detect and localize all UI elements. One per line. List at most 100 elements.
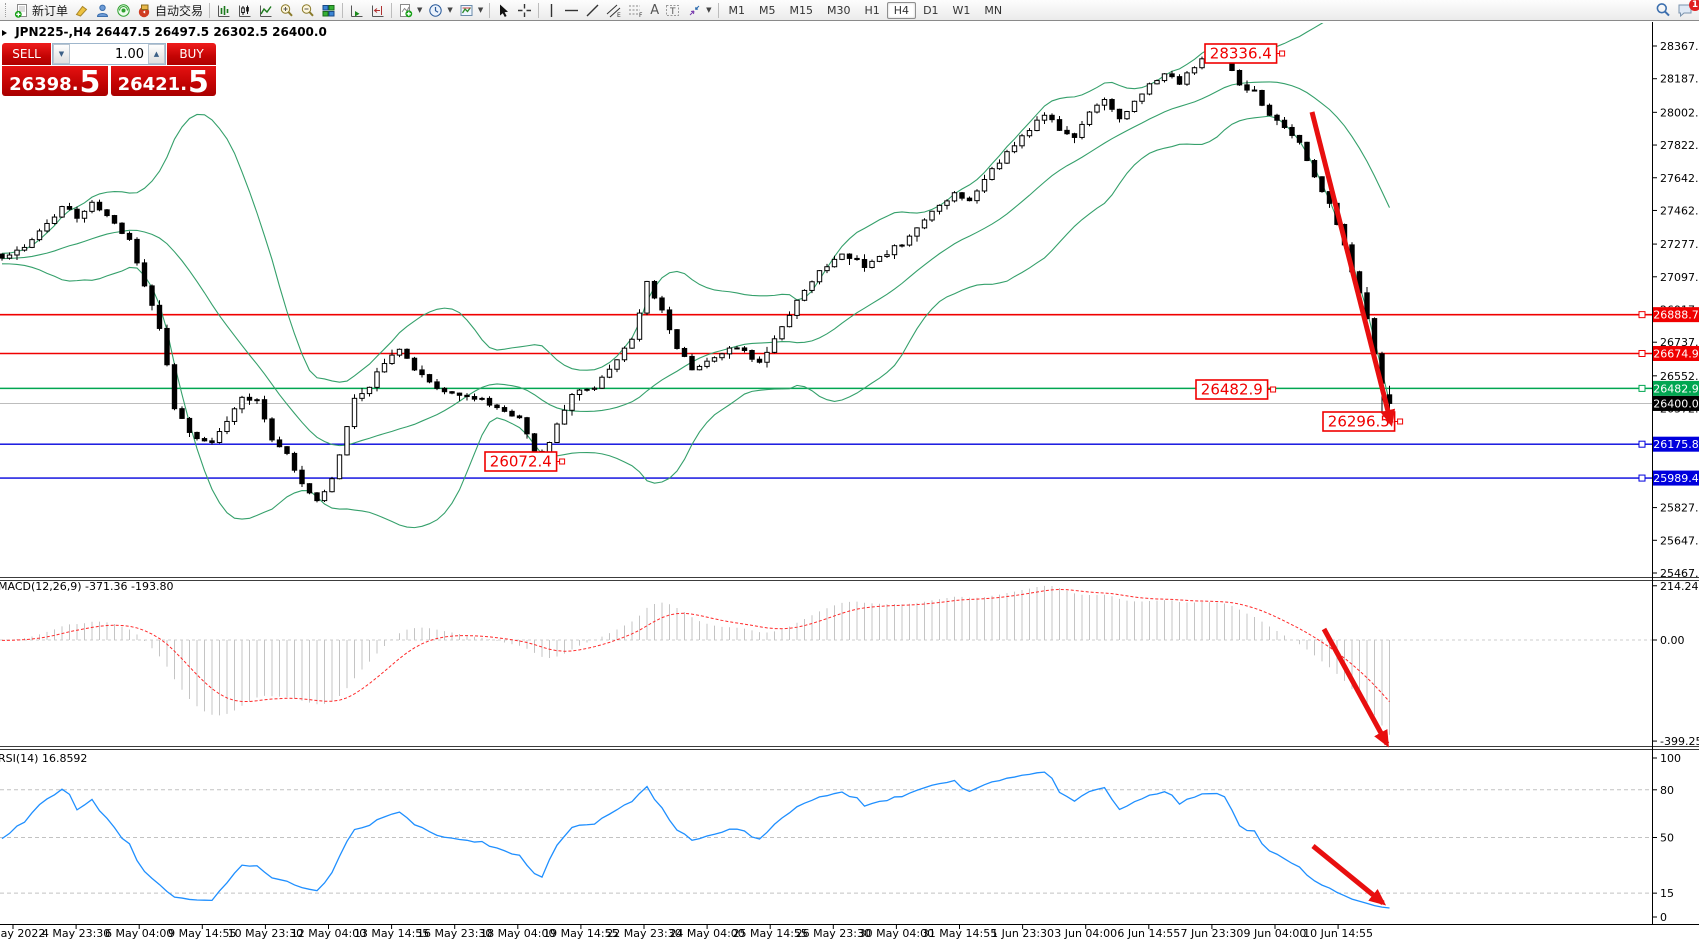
line-handle[interactable]	[1638, 384, 1646, 392]
toolbar-grip	[5, 3, 10, 17]
zoom-out-icon	[301, 3, 314, 16]
horizontal-line-tool[interactable]	[561, 1, 582, 20]
quote-bar: JPN225-,H4 26447.5 26497.5 26302.5 26400…	[2, 25, 327, 39]
zoom-in-icon	[280, 3, 293, 16]
rsi-axis[interactable]: 100 80 50 15 0	[1652, 752, 1681, 924]
sell-price-big-digit: 5	[79, 64, 101, 100]
buy-button[interactable]: BUY	[167, 43, 216, 65]
volume-increase-button[interactable]: ▲	[148, 44, 165, 64]
axis-badge-26482.9: 26482.9	[1653, 380, 1699, 396]
search-icon	[1656, 3, 1670, 17]
timeframe-button-W1[interactable]: W1	[952, 3, 971, 17]
svg-text:6 May 04:00: 6 May 04:00	[105, 927, 173, 940]
text-label-tool[interactable]: T	[662, 1, 684, 20]
svg-text:26482.9: 26482.9	[1653, 382, 1699, 395]
svg-text:24 May 04:00: 24 May 04:00	[669, 927, 744, 940]
clock-icon	[429, 3, 443, 17]
line-handle[interactable]	[1638, 440, 1646, 448]
line-handle[interactable]	[1638, 474, 1646, 482]
price-callout-26072.4[interactable]: 26072.4	[484, 451, 566, 472]
profile-button[interactable]	[92, 1, 113, 20]
tile-windows-button[interactable]	[318, 1, 339, 20]
svg-text:10 Jun 14:55: 10 Jun 14:55	[1303, 927, 1373, 940]
search-button[interactable]	[1652, 1, 1674, 20]
sell-price-block[interactable]: 26398. 5	[2, 64, 108, 100]
autotrade-button[interactable]: 自动交易	[134, 1, 206, 20]
timeframe-button-MN[interactable]: MN	[984, 3, 1003, 17]
svg-text:0: 0	[1660, 911, 1667, 924]
trend-arrow[interactable]	[1309, 111, 1396, 427]
notification-badge: 1	[1689, 0, 1699, 11]
sell-button[interactable]: SELL	[2, 43, 51, 65]
highlighter-icon	[75, 5, 88, 17]
svg-text:27642.0: 27642.0	[1660, 172, 1699, 185]
svg-text:26552.0: 26552.0	[1660, 370, 1699, 383]
svg-text:13 May 14:55: 13 May 14:55	[354, 927, 429, 940]
price-callout-26482.9[interactable]: 26482.9	[1195, 379, 1277, 400]
chart-shift-button[interactable]	[367, 1, 388, 20]
price-callout-26296.5[interactable]: 26296.5	[1322, 411, 1404, 432]
chart-area[interactable]: 28367.0 28187.0 28002.0 27822.0 27642.0 27462…	[0, 21, 1699, 941]
buy-price-block[interactable]: 26421. 5	[110, 66, 216, 97]
timeframe-button-M15[interactable]: M15	[789, 3, 814, 17]
svg-text:28002.0: 28002.0	[1660, 106, 1699, 119]
periods-button[interactable]: ▼	[425, 1, 455, 20]
trendline-tool[interactable]	[582, 1, 603, 20]
crosshair-button[interactable]	[514, 1, 535, 20]
svg-text:16 May 23:30: 16 May 23:30	[417, 927, 492, 940]
templates-button[interactable]: ▼	[456, 1, 486, 20]
symbol-ohlc-text: JPN225-,H4 26447.5 26497.5 26302.5 26400…	[15, 25, 327, 39]
channel-tool[interactable]: E	[603, 1, 625, 20]
indicators-icon	[400, 3, 413, 17]
zoom-out-button[interactable]	[297, 1, 318, 20]
timeframe-button-H4[interactable]: H4	[886, 1, 917, 19]
line-chart-button[interactable]	[255, 1, 276, 20]
buy-label: BUY	[179, 47, 204, 61]
toolbar: 新订单 自动交易 ▼ ▼	[0, 0, 1699, 21]
cursor-button[interactable]	[493, 1, 514, 20]
timeframe-button-D1[interactable]: D1	[923, 3, 939, 17]
text-tool[interactable]: A	[647, 1, 662, 20]
svg-text:80: 80	[1660, 784, 1674, 797]
price-callout-28336.4[interactable]: 28336.4	[1204, 43, 1286, 64]
bar-chart-button[interactable]	[213, 1, 234, 20]
svg-text:F: F	[639, 12, 643, 18]
svg-text:26400.0: 26400.0	[1653, 397, 1699, 410]
trend-arrow[interactable]	[1311, 844, 1387, 906]
signal-button[interactable]	[113, 1, 134, 20]
fibonacci-tool[interactable]: F	[625, 1, 647, 20]
trend-arrow[interactable]	[1321, 627, 1390, 748]
timeframe-button-H1[interactable]: H1	[864, 3, 880, 17]
sell-price: 26398.	[9, 74, 79, 95]
buy-price: 26421.	[117, 74, 188, 95]
volume-decrease-button[interactable]: ▼	[53, 44, 70, 64]
timeframe-button-M5[interactable]: M5	[759, 3, 776, 17]
indicators-button[interactable]: ▼	[395, 1, 425, 20]
svg-text:25467.0: 25467.0	[1660, 567, 1699, 580]
candlestick-chart-button[interactable]	[234, 1, 255, 20]
svg-text:4 May 23:30: 4 May 23:30	[42, 927, 110, 940]
arrows-tool[interactable]: ▼	[684, 1, 714, 20]
svg-text:25989.4: 25989.4	[1653, 472, 1699, 485]
svg-text:214.24: 214.24	[1660, 580, 1699, 593]
timeframe-button-M30[interactable]: M30	[827, 3, 851, 17]
line-handle[interactable]	[1638, 311, 1646, 319]
new-order-label: 新订单	[32, 3, 69, 18]
timeframe-toolbar: M1 M5 M15 M30 H1 H4 D1 W1 MN	[722, 1, 1010, 19]
bollinger-bands	[1, 23, 1391, 529]
zoom-in-button[interactable]	[276, 1, 297, 20]
bar-chart-icon	[218, 5, 230, 17]
autoscroll-button[interactable]	[346, 1, 367, 20]
new-order-button[interactable]: 新订单	[11, 1, 71, 20]
signal-icon	[117, 3, 130, 17]
timeframe-button-M1[interactable]: M1	[728, 3, 746, 17]
notifications-button[interactable]: 1	[1674, 0, 1699, 20]
line-handle[interactable]	[1638, 349, 1646, 357]
volume-value[interactable]: 1.00	[115, 46, 144, 62]
text-tool-icon: A	[650, 2, 660, 18]
vertical-line-tool[interactable]	[542, 1, 561, 20]
macd-axis[interactable]: 214.24 0.00 -399.25	[1652, 580, 1699, 748]
highlighter-button[interactable]	[71, 1, 92, 20]
